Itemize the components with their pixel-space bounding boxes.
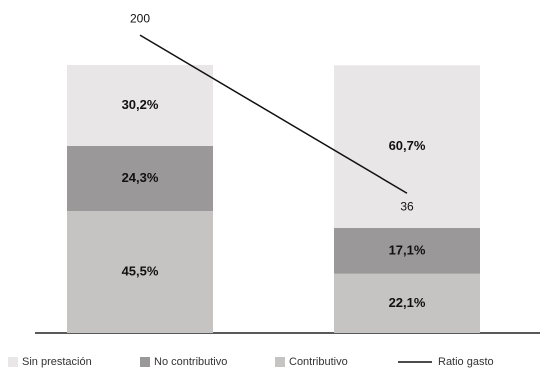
bar-segment [334, 227, 480, 274]
ratio-line [139, 34, 408, 194]
legend-label: Ratio gasto [438, 356, 494, 368]
legend-label: Contributivo [289, 356, 348, 368]
bar-segment [67, 145, 213, 212]
data-label: 17,1% [389, 242, 426, 257]
data-label: 60,7% [389, 138, 426, 153]
data-label: 24,3% [122, 170, 159, 185]
bar-segment [67, 65, 213, 146]
data-label: 30,2% [122, 97, 159, 112]
data-label: 45,5% [122, 263, 159, 278]
bar-segment [67, 211, 213, 333]
legend-swatch [275, 357, 285, 367]
legend-swatch [140, 357, 150, 367]
legend-label: No contributivo [154, 356, 227, 368]
line-label: 36 [400, 199, 414, 213]
legend-label: Sin prestación [22, 356, 92, 368]
legend-swatch [8, 357, 18, 367]
data-label: 22,1% [389, 295, 426, 310]
bar-segment [334, 273, 480, 333]
line-label: 200 [130, 11, 150, 25]
bar-segment [334, 65, 480, 228]
